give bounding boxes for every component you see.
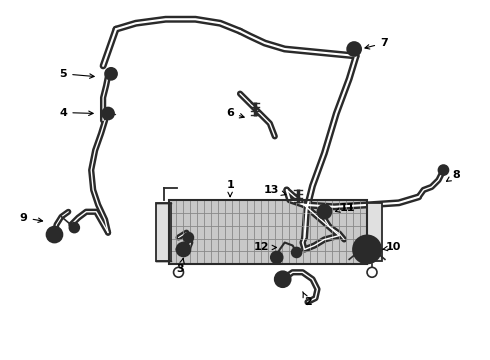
Bar bbox=[169, 200, 367, 264]
Circle shape bbox=[318, 205, 331, 219]
Text: 7: 7 bbox=[365, 38, 388, 49]
Text: 13: 13 bbox=[264, 185, 286, 195]
Bar bbox=[169, 200, 367, 264]
Text: 6: 6 bbox=[226, 108, 244, 118]
Circle shape bbox=[271, 251, 283, 264]
Text: 8: 8 bbox=[446, 170, 460, 181]
Text: 9: 9 bbox=[20, 213, 43, 223]
Text: 11: 11 bbox=[336, 203, 355, 213]
Circle shape bbox=[347, 42, 361, 56]
Circle shape bbox=[275, 271, 291, 287]
Text: 4: 4 bbox=[59, 108, 93, 117]
Bar bbox=[156, 203, 171, 261]
Circle shape bbox=[183, 233, 194, 243]
Circle shape bbox=[292, 247, 301, 257]
Circle shape bbox=[102, 108, 114, 120]
Text: 12: 12 bbox=[254, 243, 276, 252]
Circle shape bbox=[105, 68, 117, 80]
Text: 5: 5 bbox=[60, 69, 94, 79]
Circle shape bbox=[70, 223, 79, 233]
Circle shape bbox=[176, 243, 191, 256]
Text: 1: 1 bbox=[226, 180, 234, 197]
Bar bbox=[367, 203, 382, 261]
Circle shape bbox=[47, 227, 62, 243]
Circle shape bbox=[439, 165, 448, 175]
Text: 10: 10 bbox=[383, 243, 401, 252]
Text: 3: 3 bbox=[177, 258, 184, 274]
Text: 2: 2 bbox=[303, 292, 311, 307]
Circle shape bbox=[353, 235, 381, 264]
